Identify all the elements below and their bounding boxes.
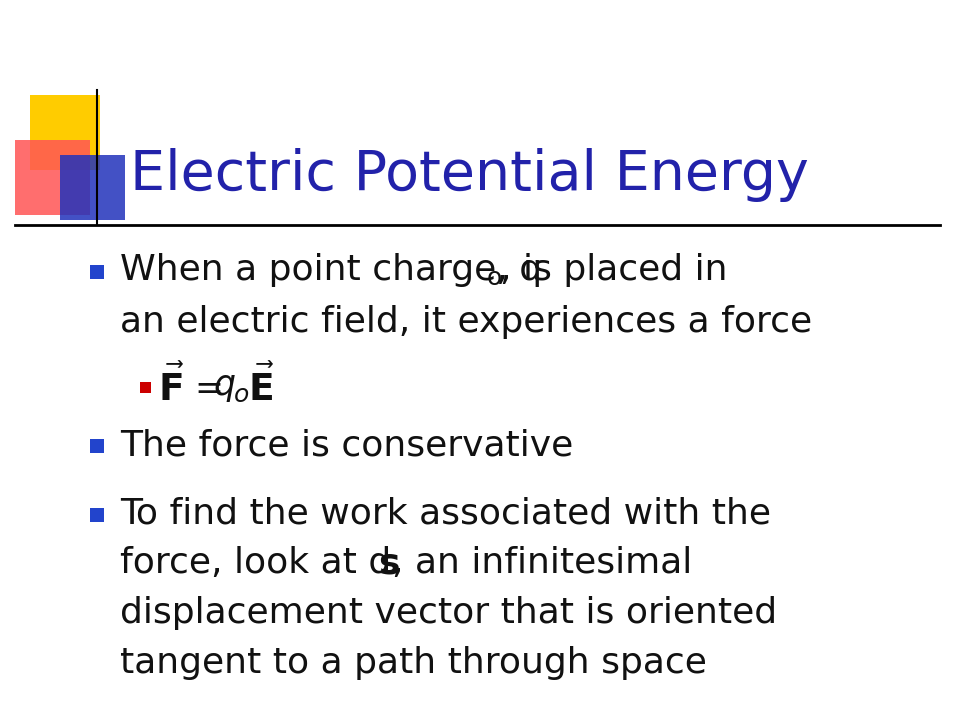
Text: , is placed in: , is placed in xyxy=(500,253,728,287)
Text: Electric Potential Energy: Electric Potential Energy xyxy=(130,148,809,202)
Bar xyxy=(90,508,104,522)
Text: To find the work associated with the: To find the work associated with the xyxy=(120,496,771,530)
Bar xyxy=(140,382,151,393)
Text: tangent to a path through space: tangent to a path through space xyxy=(120,646,707,680)
Text: $q$: $q$ xyxy=(213,370,236,404)
Text: o: o xyxy=(487,266,502,290)
Text: $o$: $o$ xyxy=(233,383,250,407)
Text: , an infinitesimal: , an infinitesimal xyxy=(392,546,692,580)
Text: an electric field, it experiences a force: an electric field, it experiences a forc… xyxy=(120,305,812,339)
Text: $\vec{\mathbf{F}}$: $\vec{\mathbf{F}}$ xyxy=(158,365,184,409)
Bar xyxy=(15,140,90,215)
Text: displacement vector that is oriented: displacement vector that is oriented xyxy=(120,596,778,630)
Text: When a point charge, q: When a point charge, q xyxy=(120,253,542,287)
Text: s: s xyxy=(378,546,399,580)
Text: $=$: $=$ xyxy=(188,370,222,404)
Bar xyxy=(30,95,100,170)
Text: The force is conservative: The force is conservative xyxy=(120,429,573,463)
Text: force, look at d: force, look at d xyxy=(120,546,392,580)
Text: $\vec{\mathbf{E}}$: $\vec{\mathbf{E}}$ xyxy=(248,365,274,409)
Bar xyxy=(60,155,125,220)
Bar xyxy=(90,439,104,453)
Bar xyxy=(90,265,104,279)
